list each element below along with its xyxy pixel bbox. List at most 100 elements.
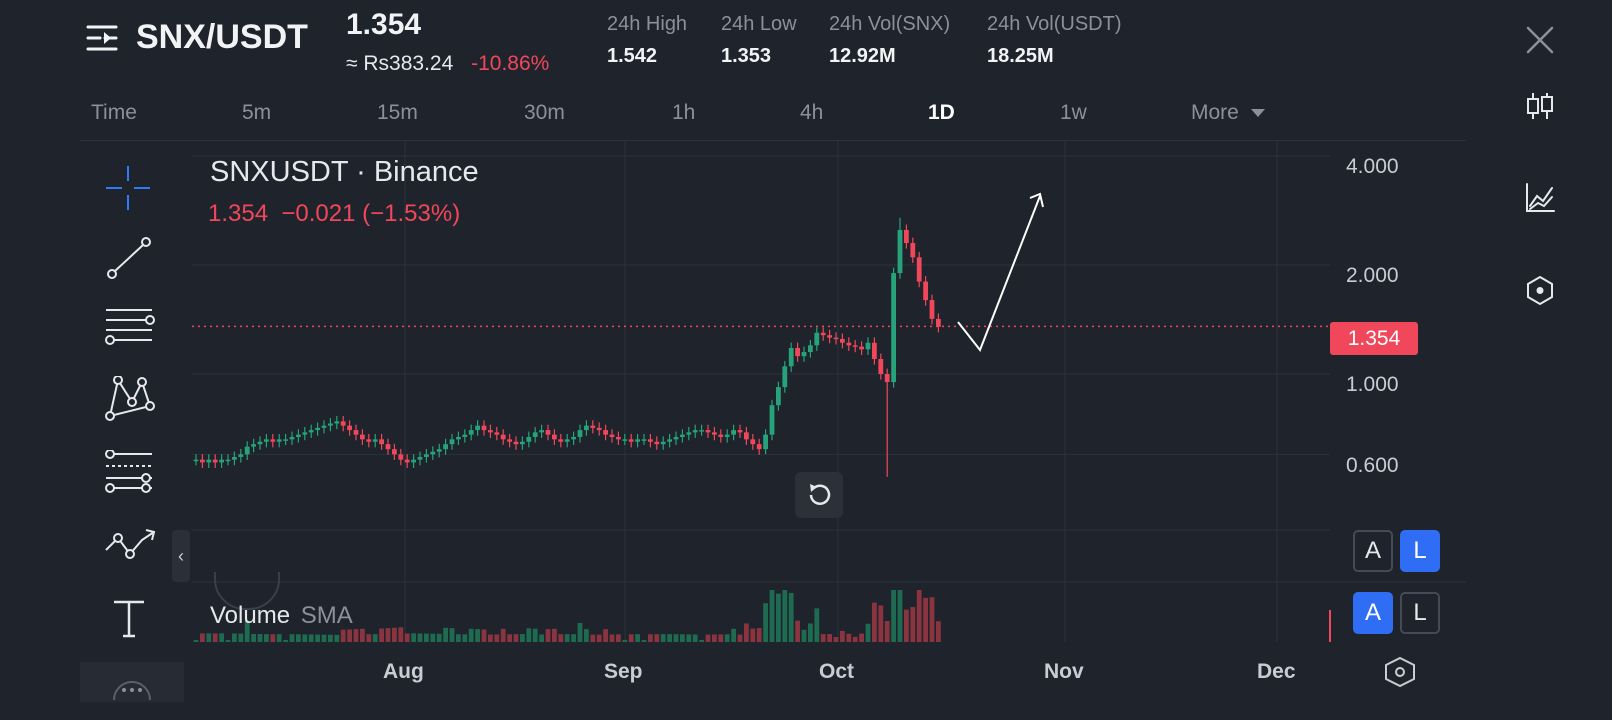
volume-bar: [424, 633, 429, 642]
price-scale-log-button[interactable]: L: [1400, 530, 1440, 572]
pair-title[interactable]: SNX/USDT: [136, 18, 308, 56]
volume-bar: [251, 633, 256, 642]
candle-body: [340, 421, 346, 426]
tab-15m[interactable]: 15m: [377, 101, 418, 124]
candle-body: [385, 444, 391, 450]
menu-icon[interactable]: [86, 22, 118, 54]
volume-bar: [289, 634, 295, 642]
volume-bar: [654, 634, 660, 642]
volume-bar: [872, 602, 877, 642]
candle-body: [852, 345, 858, 347]
hexagon-settings-icon[interactable]: [1524, 274, 1556, 306]
candle-body: [315, 427, 320, 431]
tab-1d[interactable]: 1D: [928, 101, 955, 124]
fiat-price: ≈ Rs383.24: [346, 52, 454, 75]
candle-body: [750, 439, 756, 445]
volume-bar: [808, 623, 813, 642]
volume-bar: [334, 634, 340, 642]
volume-bar: [852, 636, 858, 642]
candle-body: [603, 430, 608, 435]
volume-bar: [513, 634, 519, 642]
volume-bar: [308, 634, 314, 642]
candle-body: [782, 366, 788, 388]
tab-time[interactable]: Time: [91, 101, 137, 124]
candle-body: [462, 434, 468, 437]
candle-body: [814, 332, 820, 346]
volume-bar: [660, 634, 666, 642]
candle-body: [520, 441, 525, 445]
candle-body: [584, 425, 589, 431]
stat-value-low: 1.353: [721, 45, 772, 67]
collapse-toolbar-button[interactable]: ‹: [172, 530, 190, 582]
chart-symbol-legend: SNXUSDT · Binance: [210, 156, 479, 188]
tab-5m[interactable]: 5m: [242, 101, 272, 124]
volume-bar: [584, 629, 589, 642]
candle-body: [411, 459, 416, 463]
volume-bar: [840, 630, 845, 642]
volume-bar: [571, 634, 576, 642]
volume-bar: [916, 590, 922, 642]
volume-bar: [648, 634, 653, 642]
volume-bar: [788, 592, 794, 642]
candle-body: [622, 439, 628, 441]
last-price-tag: 1.354: [1330, 322, 1418, 355]
crosshair-icon[interactable]: [104, 164, 160, 220]
tab-1w[interactable]: 1w: [1060, 101, 1087, 124]
path-icon[interactable]: [104, 526, 160, 582]
candle-body: [296, 434, 301, 437]
candle-body: [788, 347, 794, 367]
volume-bar: [321, 634, 327, 642]
candle-body: [494, 432, 500, 435]
volume-scale-auto-button[interactable]: A: [1353, 592, 1393, 634]
tab-more[interactable]: More: [1191, 101, 1265, 125]
candle-body: [891, 273, 896, 383]
text-icon[interactable]: [104, 598, 160, 654]
tab-30m[interactable]: 30m: [524, 101, 565, 124]
volume-bar: [859, 633, 864, 642]
candlestick-icon[interactable]: [1524, 90, 1556, 122]
volume-bar: [219, 633, 224, 642]
candle-body: [577, 430, 583, 437]
volume-scale-log-button[interactable]: L: [1400, 592, 1440, 634]
candle-body: [302, 432, 308, 435]
candle-body: [436, 449, 442, 452]
candle-body: [334, 421, 340, 424]
chart-settings-icon[interactable]: [1383, 656, 1417, 688]
volume-bar: [769, 590, 775, 642]
pattern-icon[interactable]: [104, 375, 160, 432]
candle-body: [264, 439, 269, 442]
candle-body: [910, 243, 916, 258]
candle-body: [833, 337, 839, 340]
candle-body: [763, 434, 768, 450]
trend-line-icon[interactable]: [104, 234, 160, 290]
volume-legend: Volume SMA: [210, 602, 353, 630]
indicator-chart-icon[interactable]: [1524, 182, 1556, 214]
x-tick-dec: Dec: [1257, 660, 1296, 683]
stat-label-vol-usdt: 24h Vol(USDT): [987, 13, 1122, 35]
volume-bar: [443, 627, 448, 642]
volume-bar: [404, 633, 410, 642]
volume-bar: [417, 633, 423, 642]
volume-bar: [673, 634, 679, 642]
price-scale-auto-button[interactable]: A: [1353, 530, 1393, 572]
volume-bar: [891, 590, 896, 642]
candle-body: [840, 338, 845, 343]
volume-bar: [923, 597, 928, 642]
volume-bar: [801, 629, 807, 642]
fib-icon[interactable]: [104, 449, 160, 506]
candle-body: [680, 434, 685, 437]
tab-4h[interactable]: 4h: [800, 101, 824, 124]
volume-bar: [539, 634, 544, 642]
volume-label: Volume: [210, 602, 291, 629]
more-icon[interactable]: [110, 668, 154, 701]
stat-label-high: 24h High: [607, 13, 688, 35]
volume-bar: [270, 634, 276, 642]
horizontal-lines-icon[interactable]: [104, 306, 160, 362]
tab-1h[interactable]: 1h: [672, 101, 696, 124]
close-icon[interactable]: [1524, 24, 1556, 56]
price-tick-4: 4.000: [1346, 155, 1399, 178]
volume-bar: [635, 634, 640, 642]
candle-body: [219, 459, 224, 463]
reset-chart-button[interactable]: [795, 472, 843, 518]
